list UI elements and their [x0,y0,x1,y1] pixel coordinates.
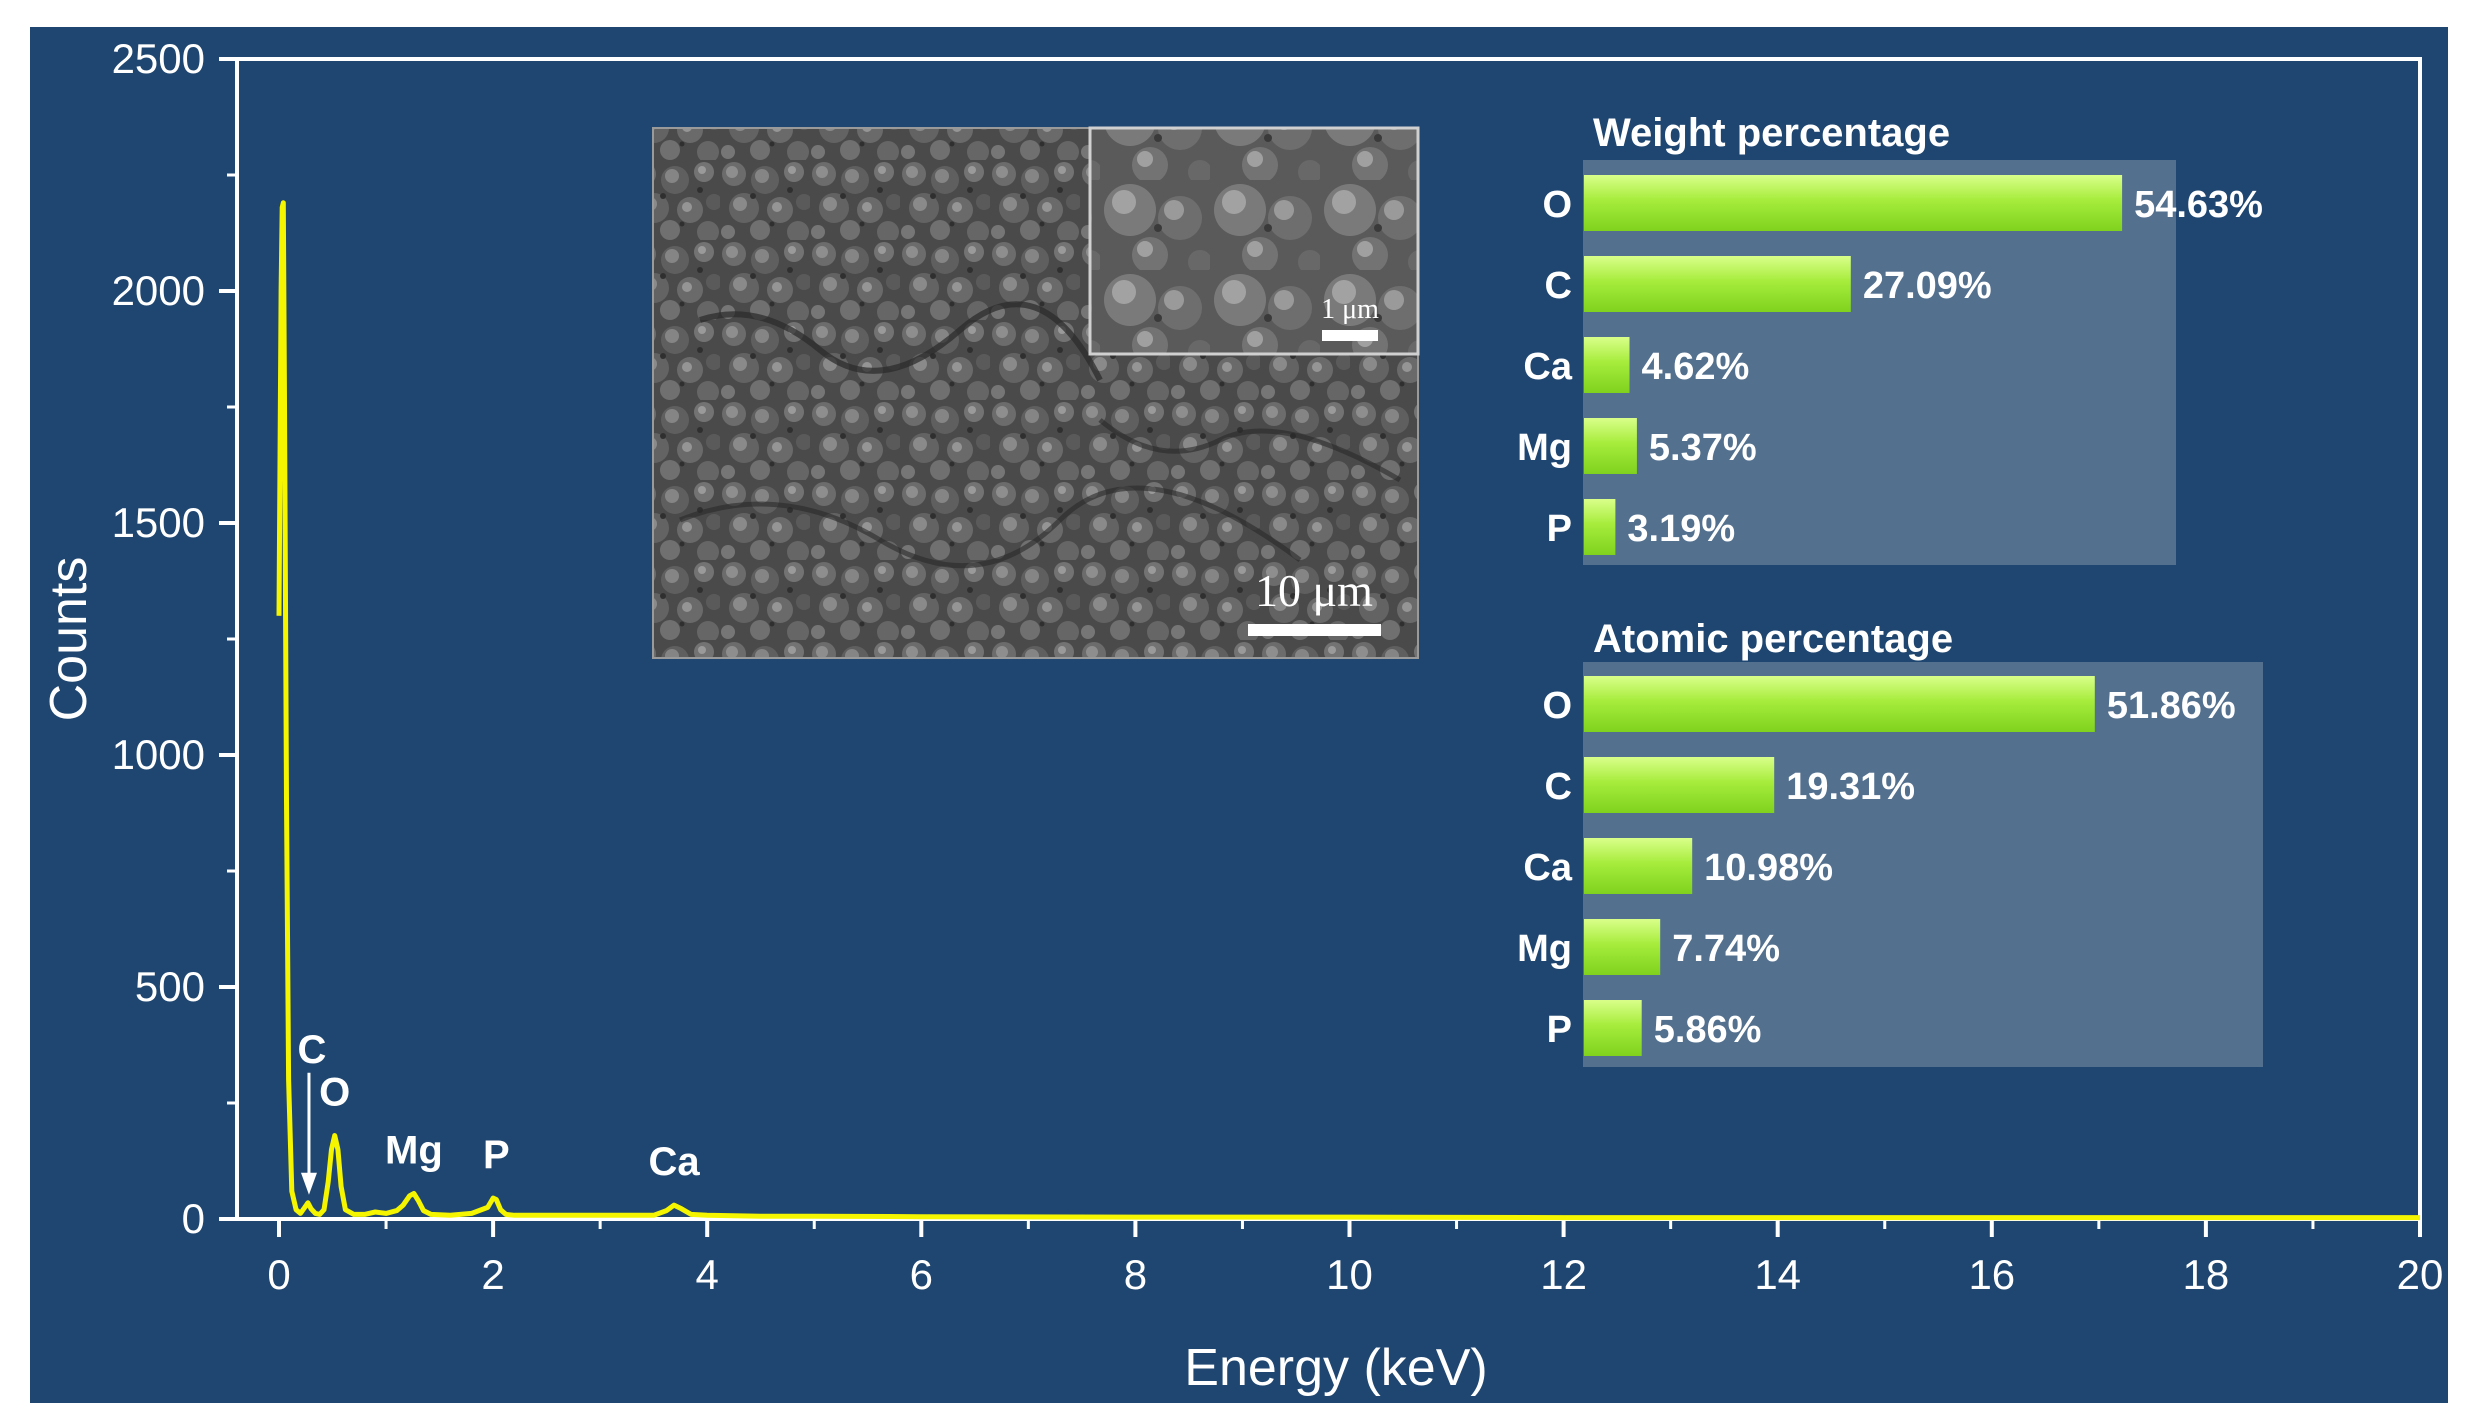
x-tick-label: 10 [1326,1251,1373,1298]
main-scale-label: 10 μm [1255,565,1373,616]
bar-ca [1584,337,1630,393]
peak-label-p: P [483,1133,510,1177]
sem-zoom-inset: 1 μm [1088,126,1420,356]
x-tick-label: 18 [2183,1251,2230,1298]
y-tick-label: 500 [135,963,205,1010]
bar-p [1584,1000,1642,1056]
bar-value-label: 4.62% [1642,346,1750,388]
peak-label-ca: Ca [648,1140,700,1184]
bar-c [1584,757,1775,813]
bar-category-label: O [1542,184,1572,226]
bar-category-label: Mg [1517,427,1572,469]
y-axis-label: Counts [40,557,98,722]
spectrum-line [276,200,2420,1221]
y-tick-label: 2500 [112,35,205,82]
bar-o [1584,676,2095,732]
bar-ca [1584,838,1693,894]
bar-value-label: 54.63% [2134,184,2263,226]
x-tick-label: 16 [1968,1251,2015,1298]
bar-value-label: 5.37% [1649,427,1757,469]
bar-category-label: C [1545,766,1572,808]
y-tick-label: 1000 [112,731,205,778]
bar-value-label: 19.31% [1786,766,1915,808]
weight-percentage-chart: Weight percentage O 54.63% C 27.09% Ca 4.62% M… [1517,111,2263,565]
weight-title: Weight percentage [1593,111,1950,155]
bar-value-label: 10.98% [1704,847,1833,889]
bar-o [1584,175,2123,231]
inset-scale-bar [1322,330,1378,341]
bar-value-label: 7.74% [1672,928,1780,970]
bar-category-label: O [1542,685,1572,727]
peak-labels: CO Mg P Ca [298,1028,700,1195]
x-tick-label: 12 [1540,1251,1587,1298]
bar-category-label: Mg [1517,928,1572,970]
bar-value-label: 27.09% [1863,265,1992,307]
bar-category-label: P [1547,508,1572,550]
bar-value-label: 51.86% [2107,685,2236,727]
bar-value-label: 5.86% [1654,1009,1762,1051]
x-tick-label: 20 [2397,1251,2444,1298]
y-axis-ticks: 0 500 1000 1500 2000 2500 [112,35,237,1242]
bar-p [1584,499,1616,555]
y-tick-label: 2000 [112,267,205,314]
y-tick-label: 0 [182,1195,205,1242]
inset-scale-label: 1 μm [1321,294,1379,325]
eds-spectrum-chart: 0 2 4 6 8 10 12 14 16 18 20 0 500 1000 1500 2000 2500 C… [40,35,2443,1397]
bar-category-label: Ca [1523,847,1572,889]
bar-category-label: P [1547,1009,1572,1051]
x-axis-ticks: 0 2 4 6 8 10 12 14 16 18 20 [267,1219,2443,1298]
peak-label-o: O [319,1070,350,1114]
x-axis-label: Energy (keV) [1184,1339,1487,1397]
x-tick-label: 6 [910,1251,933,1298]
x-tick-label: 2 [481,1251,504,1298]
main-scale-bar [1248,624,1381,636]
atomic-title: Atomic percentage [1593,617,1953,661]
bar-value-label: 3.19% [1627,508,1735,550]
bar-mg [1584,418,1637,474]
y-tick-label: 1500 [112,499,205,546]
x-tick-label: 8 [1124,1251,1147,1298]
x-tick-label: 0 [267,1251,290,1298]
x-tick-label: 14 [1754,1251,1801,1298]
peak-label-c: C [298,1028,327,1072]
bar-mg [1584,919,1661,975]
sem-micrograph: 1 μm 10 μm [652,126,1420,659]
bar-category-label: C [1545,265,1572,307]
bar-category-label: Ca [1523,346,1572,388]
atomic-percentage-chart: Atomic percentage O 51.86% C 19.31% Ca 10.98%… [1517,617,2263,1067]
x-tick-label: 4 [696,1251,719,1298]
peak-arrow-head [300,1172,317,1195]
bar-c [1584,256,1851,312]
peak-label-mg: Mg [385,1128,443,1172]
